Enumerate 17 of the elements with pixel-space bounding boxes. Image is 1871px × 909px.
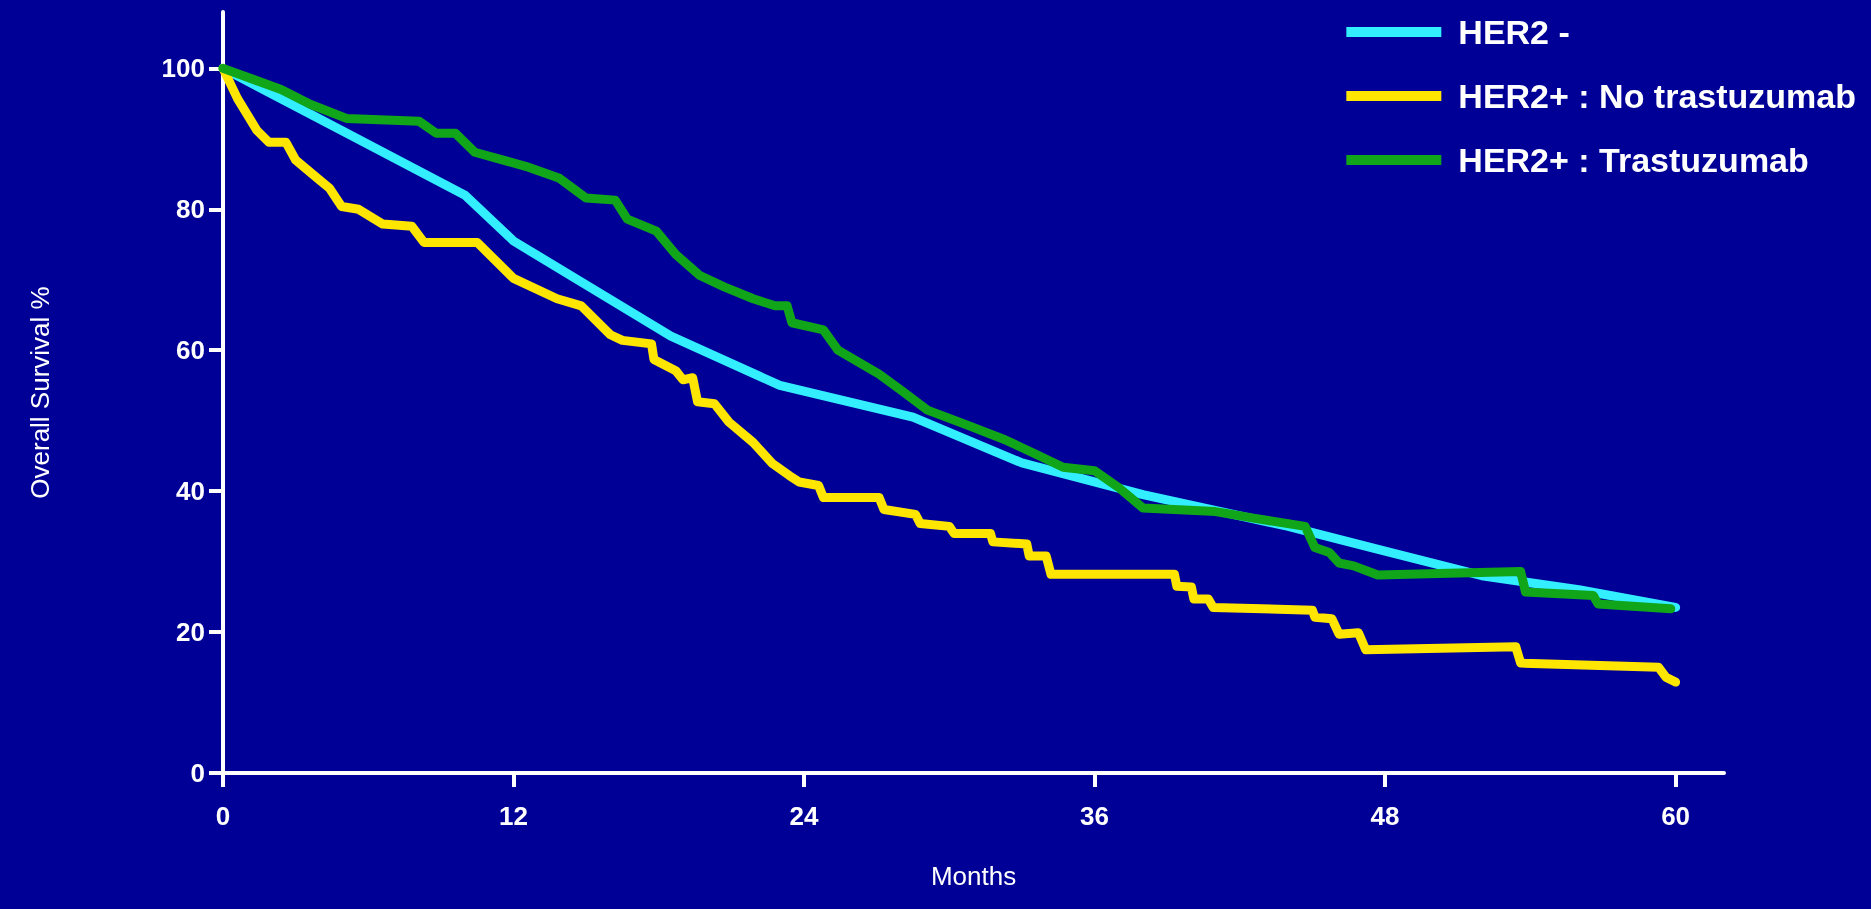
y-axis-title: Overall Survival %: [25, 286, 55, 499]
x-tick-label: 60: [1661, 801, 1691, 831]
legend-label: HER2+ : No trastuzumab: [1458, 77, 1857, 115]
y-tick-label: 80: [176, 194, 205, 225]
x-tick-label: 12: [499, 801, 528, 831]
x-tick-label: 24: [789, 801, 820, 831]
legend-label: HER2 -: [1458, 13, 1570, 51]
legend-label: HER2+ : Trastuzumab: [1458, 141, 1809, 179]
x-tick-label: 0: [215, 801, 231, 831]
y-tick-label: 40: [176, 476, 205, 507]
y-tick-label: 20: [176, 617, 205, 648]
y-tick-label: 100: [161, 53, 205, 84]
y-tick-label: 60: [176, 335, 205, 366]
x-axis-title: Months: [930, 861, 1017, 891]
x-tick-label: 48: [1370, 801, 1400, 831]
x-tick-label: 36: [1080, 801, 1110, 831]
y-tick-label: 0: [190, 758, 205, 788]
